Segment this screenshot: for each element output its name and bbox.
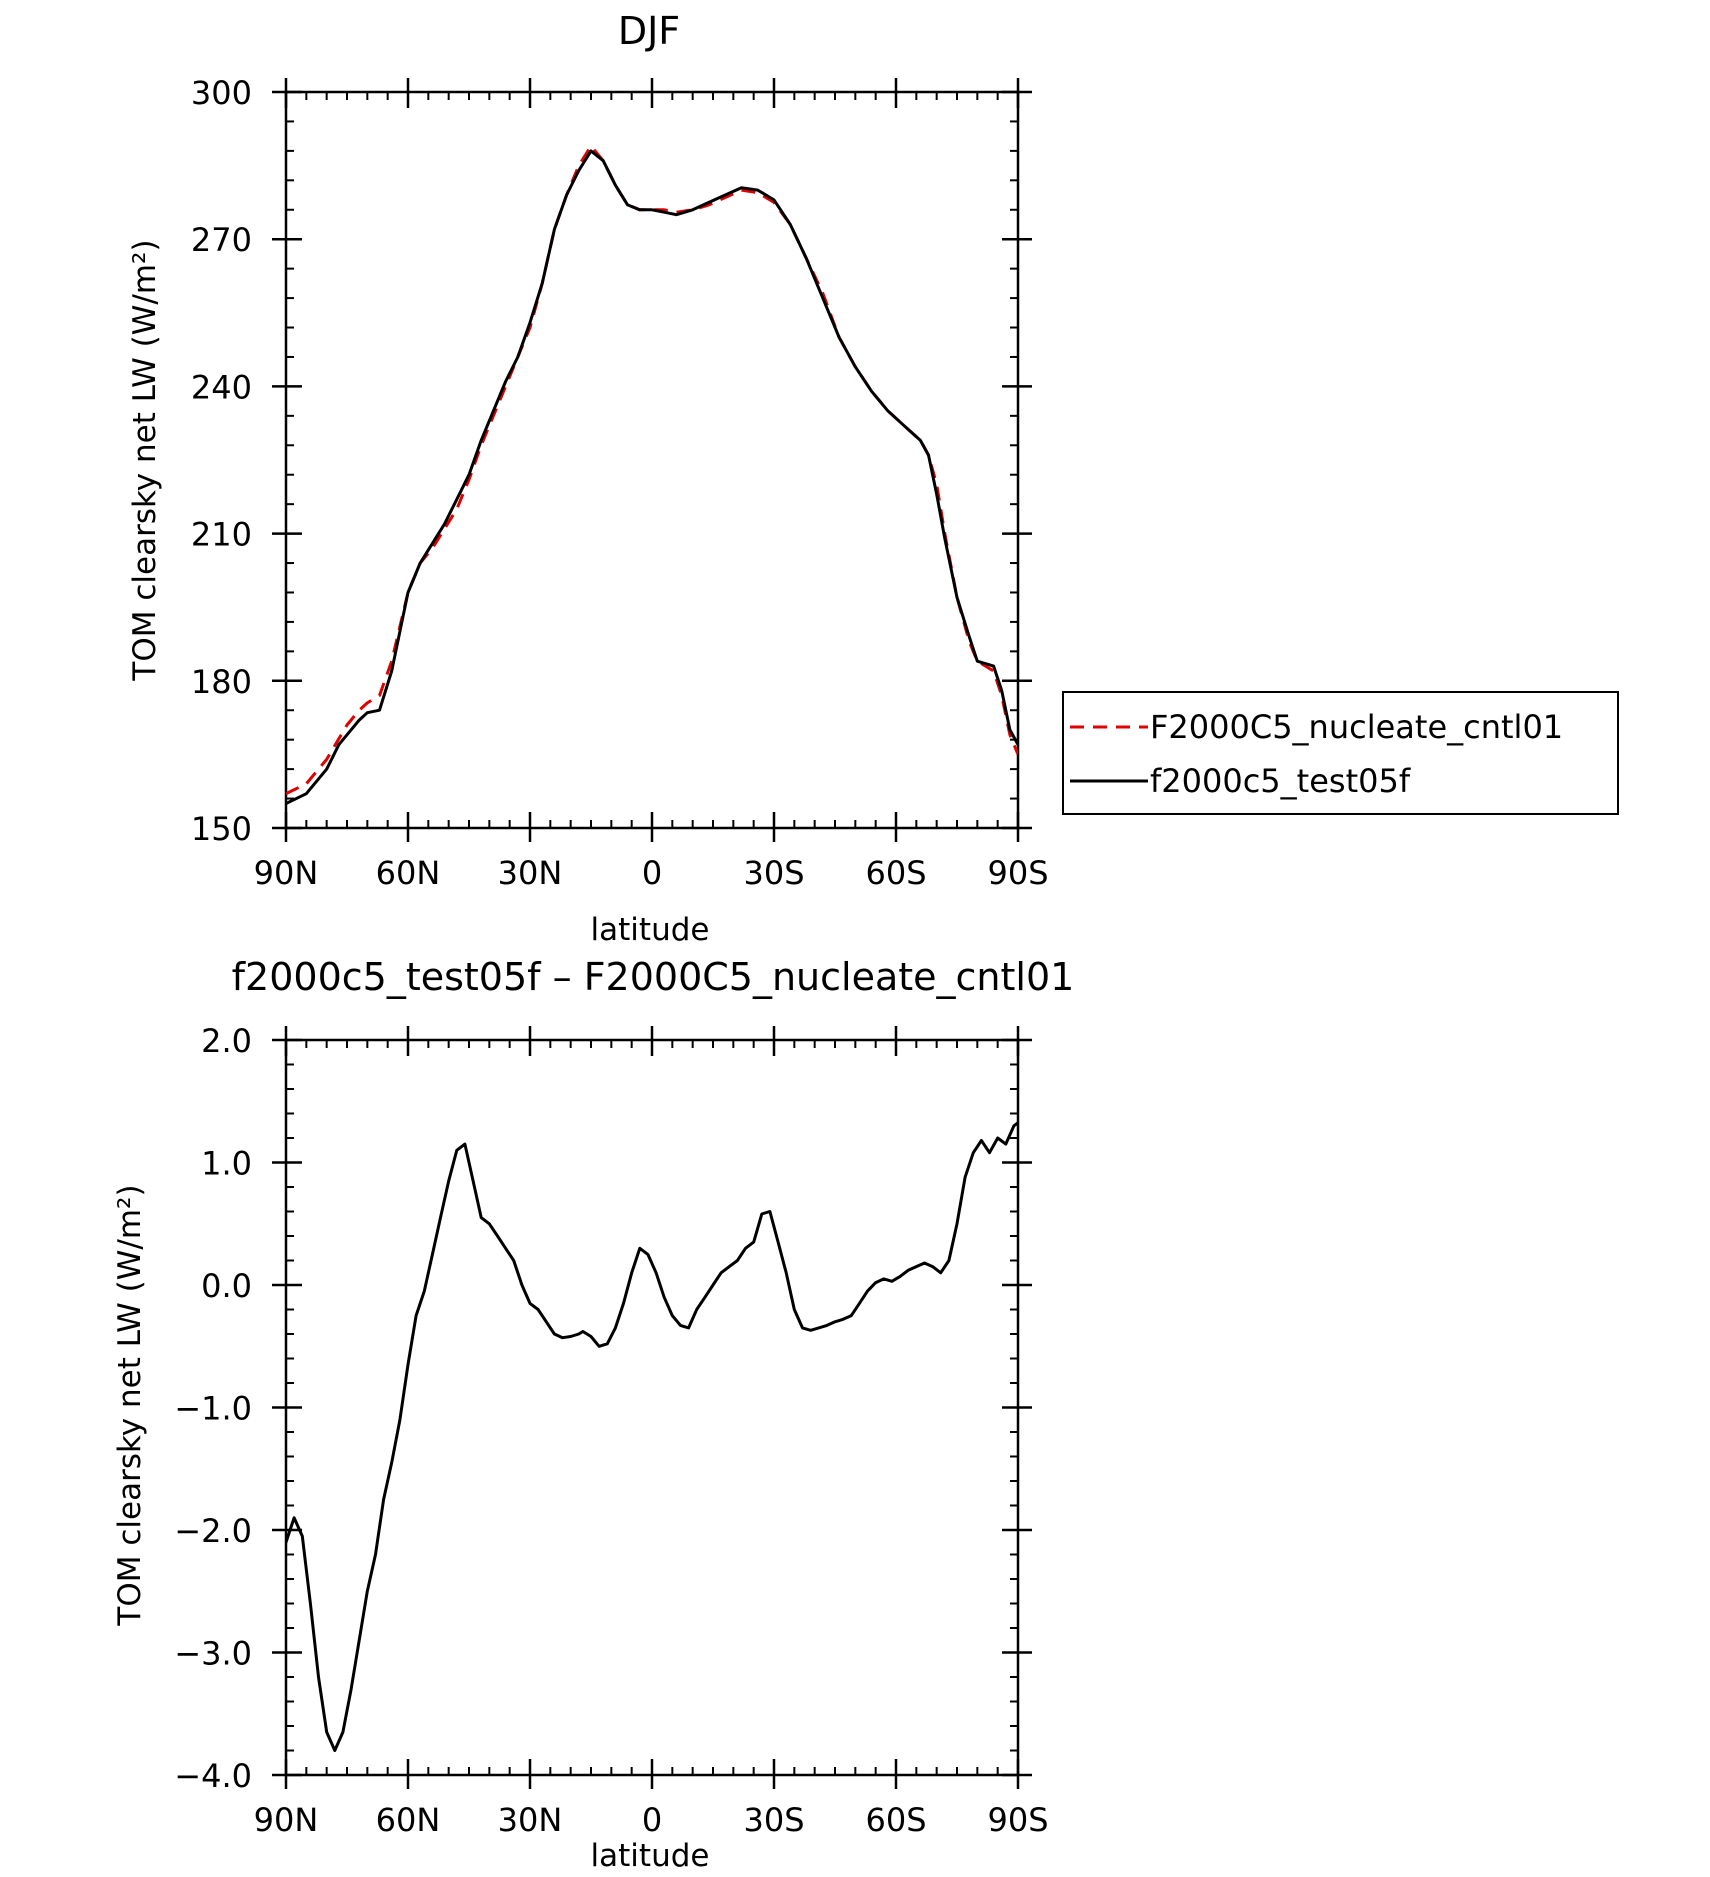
y-axis-label: TOM clearsky net LW (W/m²) bbox=[112, 1184, 148, 1626]
y-axis-label: TOM clearsky net LW (W/m²) bbox=[127, 239, 163, 681]
y-tick-label: 0.0 bbox=[201, 1267, 252, 1305]
y-tick-label: 150 bbox=[191, 810, 252, 848]
x-tick-label: 60S bbox=[865, 854, 926, 892]
y-tick-label: 1.0 bbox=[201, 1145, 252, 1183]
y-tick-label: −1.0 bbox=[174, 1390, 252, 1428]
x-tick-label: 60N bbox=[376, 854, 441, 892]
x-tick-label: 0 bbox=[642, 854, 662, 892]
x-tick-label: 90S bbox=[987, 1801, 1048, 1839]
series-group bbox=[286, 1120, 1018, 1752]
chart-panel-djf: DJF TOM clearsky net LW (W/m²) latitude … bbox=[127, 9, 1619, 948]
chart-title: f2000c5_test05f – F2000C5_nucleate_cntl0… bbox=[232, 955, 1075, 999]
x-tick-label: 30N bbox=[498, 1801, 563, 1839]
y-tick-label: −4.0 bbox=[174, 1757, 252, 1795]
series-line-difference bbox=[286, 1120, 1018, 1752]
x-tick-label: 60N bbox=[376, 1801, 441, 1839]
x-tick-label: 30N bbox=[498, 854, 563, 892]
x-axis-label: latitude bbox=[591, 1838, 710, 1874]
x-tick-label: 90N bbox=[254, 854, 319, 892]
y-tick-label: −2.0 bbox=[174, 1512, 252, 1550]
x-tick-label: 0 bbox=[642, 1801, 662, 1839]
y-tick-label: 180 bbox=[191, 663, 252, 701]
series-line-f2000c5-test05f bbox=[286, 149, 1018, 805]
legend: F2000C5_nucleate_cntl01 f2000c5_test05f bbox=[1062, 691, 1619, 815]
y-tick-label: 300 bbox=[191, 74, 252, 112]
x-tick-label: 30S bbox=[743, 1801, 804, 1839]
y-tick-label: 2.0 bbox=[201, 1022, 252, 1060]
chart-title: DJF bbox=[618, 9, 680, 53]
plot-frame bbox=[284, 1038, 1020, 1777]
plot-frame bbox=[284, 90, 1020, 830]
x-tick-label: 30S bbox=[743, 854, 804, 892]
y-tick-label: −3.0 bbox=[174, 1635, 252, 1673]
x-tick-label: 90N bbox=[254, 1801, 319, 1839]
y-tick-label: 240 bbox=[191, 368, 252, 406]
y-tick-label: 270 bbox=[191, 221, 252, 259]
series-group bbox=[286, 144, 1018, 805]
series-line-f2000c5-nucleate-cntl01 bbox=[286, 144, 1018, 796]
x-axis-label: latitude bbox=[591, 912, 710, 948]
legend-label-test05f: f2000c5_test05f bbox=[1150, 762, 1411, 800]
legend-label-cntl01: F2000C5_nucleate_cntl01 bbox=[1150, 708, 1563, 746]
x-tick-label: 60S bbox=[865, 1801, 926, 1839]
y-tick-label: 210 bbox=[191, 516, 252, 554]
axes-frame: 90N 60N 30N 0 30S 60S 90S 150 180 210 240 270 300 bbox=[191, 74, 1049, 892]
legend-box bbox=[1062, 691, 1619, 815]
chart-panel-difference: f2000c5_test05f – F2000C5_nucleate_cntl0… bbox=[112, 955, 1074, 1874]
x-tick-label: 90S bbox=[987, 854, 1048, 892]
axes-frame: 90N 60N 30N 0 30S 60S 90S −4.0 −3.0 −2.0 −1.0 0.0 1.… bbox=[174, 1022, 1048, 1839]
